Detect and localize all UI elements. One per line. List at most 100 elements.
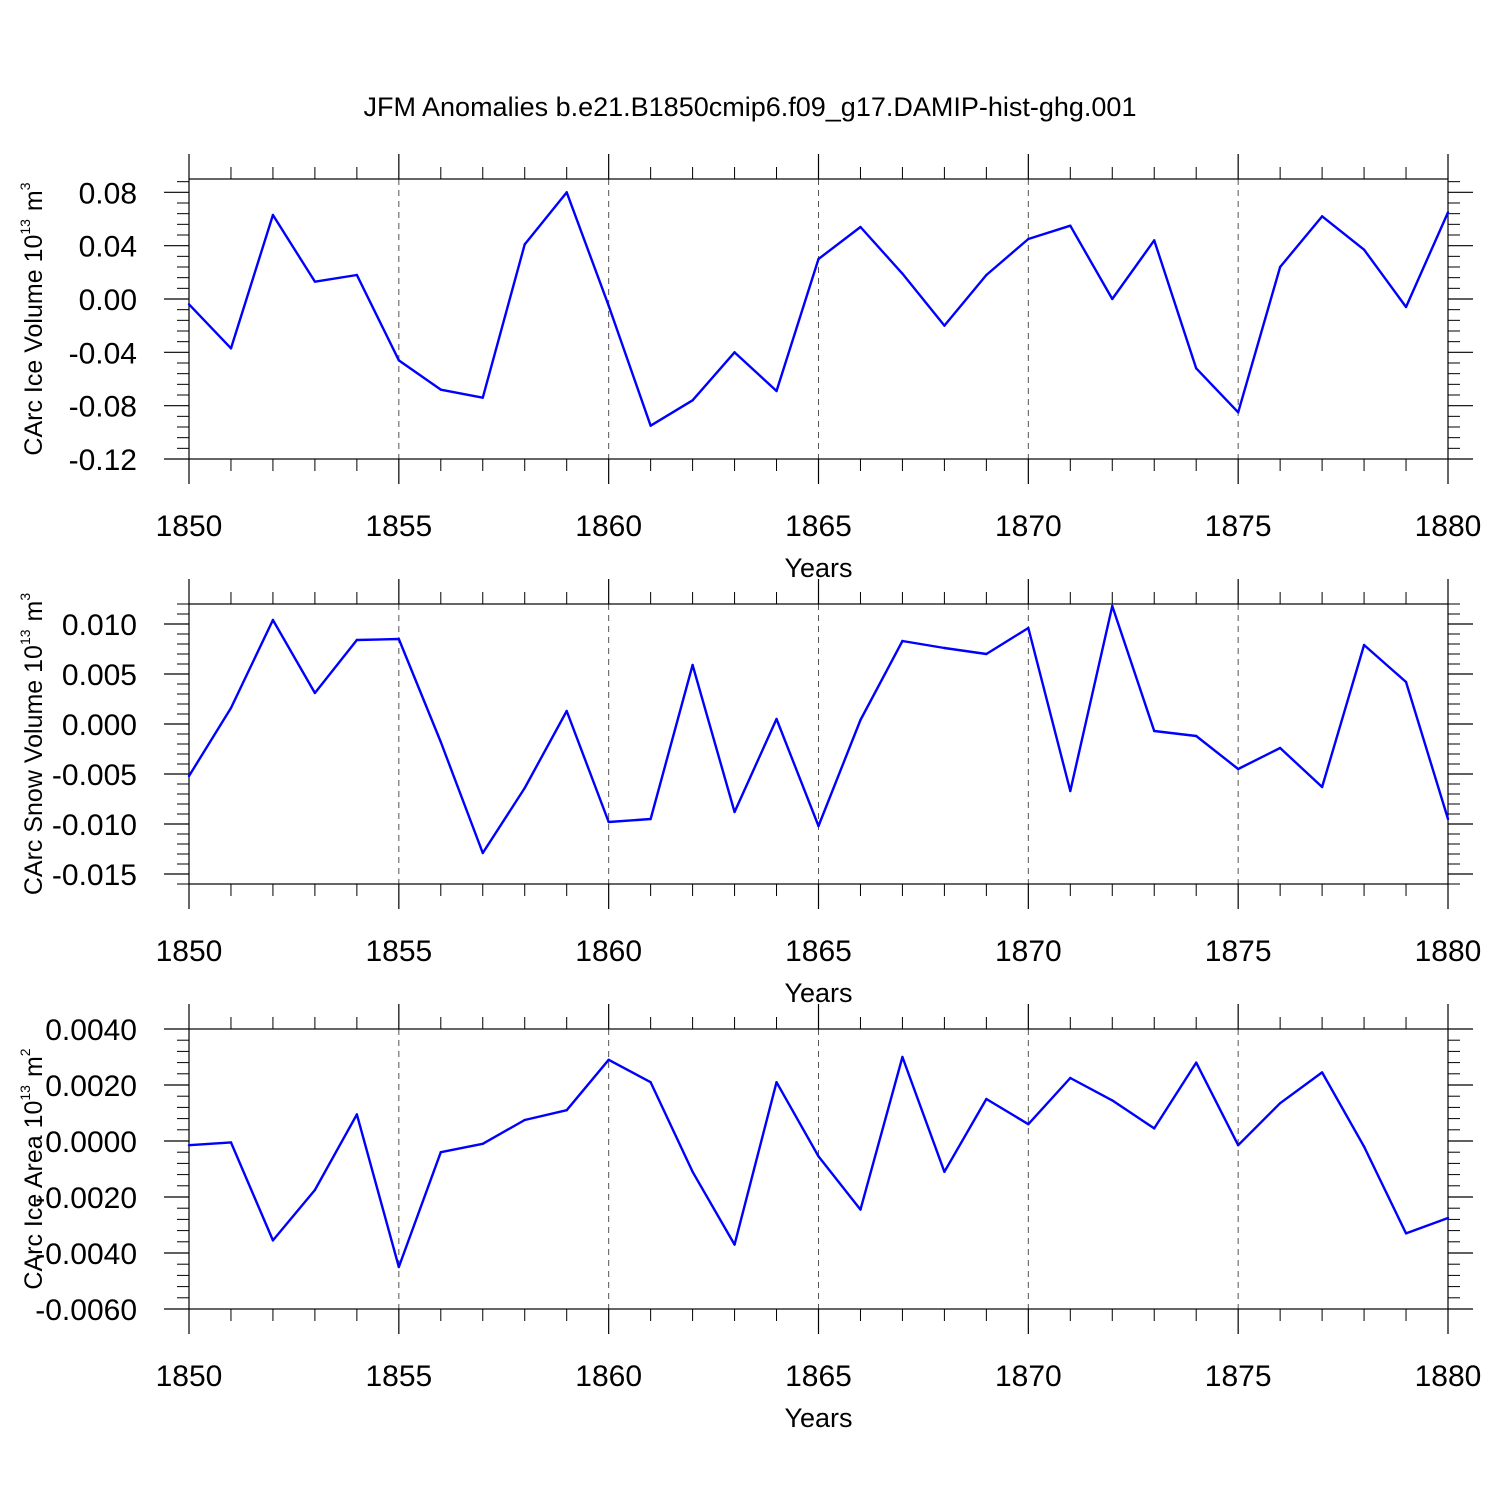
x-tick-label: 1875 [1205,510,1272,543]
x-axis-label: Years [784,553,852,583]
data-point [859,1208,862,1211]
x-tick-label: 1865 [785,510,852,543]
data-point [1446,817,1450,821]
y-tick-label: -0.015 [52,859,137,892]
data-point [817,257,820,261]
data-point [1362,643,1366,647]
data-point [313,1188,317,1192]
y-tick-label: 0.000 [62,709,137,742]
data-point [1446,211,1450,214]
x-tick-label: 1870 [995,510,1062,543]
data-point [1027,237,1030,241]
data-point [775,717,778,721]
x-axis-label: Years [784,1403,852,1433]
y-axis-label-main: CArc Snow Volume 10 [20,645,48,895]
data-point [1069,224,1072,227]
data-point [1027,1123,1030,1126]
data-point [1362,1145,1366,1148]
x-tick-label: 1860 [575,935,642,968]
x-tick-label: 1870 [995,935,1062,968]
data-point [1195,734,1198,738]
data-point [649,424,652,427]
data-point [1320,1071,1324,1074]
data-point [1195,367,1198,370]
x-tick-label: 1855 [365,510,432,543]
data-point [1195,1061,1198,1064]
data-point [397,359,401,362]
data-point [565,709,568,713]
y-tick-label: 0.00 [79,284,137,317]
data-point [1404,680,1408,684]
data-point [1278,1102,1282,1105]
data-point [607,304,610,307]
data-point [1362,248,1366,251]
data-point [1153,239,1156,242]
data-point [1446,1216,1450,1220]
chart-panel-3: -0.0060 -0.0040 -0.0020 0.0000 0.0020 0.0040 1… [17,1004,1481,1433]
data-point [1278,746,1282,750]
y-tick-label: -0.005 [52,759,137,792]
x-tick-label: 1850 [156,935,223,968]
data-point [691,663,694,667]
y-tick-label: 0.08 [79,177,137,210]
data-point [817,824,820,828]
x-tick-label: 1855 [365,1360,432,1393]
x-tick-label: 1855 [365,935,432,968]
data-point [985,1097,988,1101]
data-point [1111,604,1114,608]
y-axis-label-unit: m [20,190,48,211]
y-axis-label: CArc Ice Volume 1013 m3 [17,182,48,455]
data-point [901,272,904,275]
data-point [1111,1099,1114,1102]
data-point [859,225,862,229]
data-point [943,1170,946,1174]
data-point [229,1141,233,1144]
y-tick-label: -0.0060 [35,1294,137,1327]
data-point [1404,1232,1408,1235]
data-point [775,1081,778,1084]
data-point [439,740,442,744]
y-axis-label-unit-exponent: 3 [17,593,33,601]
data-point [565,1109,568,1112]
data-point [1320,215,1324,218]
data-point [1153,1127,1156,1130]
y-axis-label-main: CArc Ice Volume 10 [20,235,48,456]
y-tick-label: -0.010 [52,809,137,842]
data-point [1404,305,1408,309]
data-point [271,1239,275,1242]
data-point [775,389,778,393]
x-axis-label: Years [784,978,852,1008]
y-axis-label-main: CArc Ice Area 10 [20,1101,48,1290]
data-point [523,243,526,246]
data-point [985,652,988,656]
data-point [187,1144,191,1147]
data-point [523,1118,526,1122]
data-point [733,351,736,354]
data-point [355,1113,359,1116]
data-point [733,1243,736,1246]
data-point [901,1055,904,1059]
data-point [943,646,946,650]
data-point [1069,1076,1072,1080]
y-tick-label: 0.005 [62,659,137,692]
data-point [187,303,191,306]
x-tick-label: 1865 [785,1360,852,1393]
chart-panel-1: -0.12 -0.08 -0.04 0.00 0.04 0.08 1850 1855 1860 1… [17,154,1481,583]
y-axis-label-exponent: 13 [17,629,33,645]
y-tick-label: -0.0040 [35,1238,137,1271]
data-point [397,1265,401,1269]
data-point [565,191,568,194]
x-tick-label: 1860 [575,1360,642,1393]
data-point [1236,1144,1240,1147]
x-tick-label: 1870 [995,1360,1062,1393]
data-point [1320,785,1324,789]
y-axis-label-unit-exponent: 2 [17,1048,33,1056]
y-axis-label: CArc Snow Volume 1013 m3 [17,593,48,896]
x-tick-label: 1875 [1205,1360,1272,1393]
y-tick-label: 0.010 [62,609,137,642]
data-point [1111,297,1114,301]
data-point [733,810,736,814]
y-tick-label: -0.0020 [35,1182,137,1215]
data-point [691,399,694,402]
y-tick-label: 0.0020 [45,1070,137,1103]
